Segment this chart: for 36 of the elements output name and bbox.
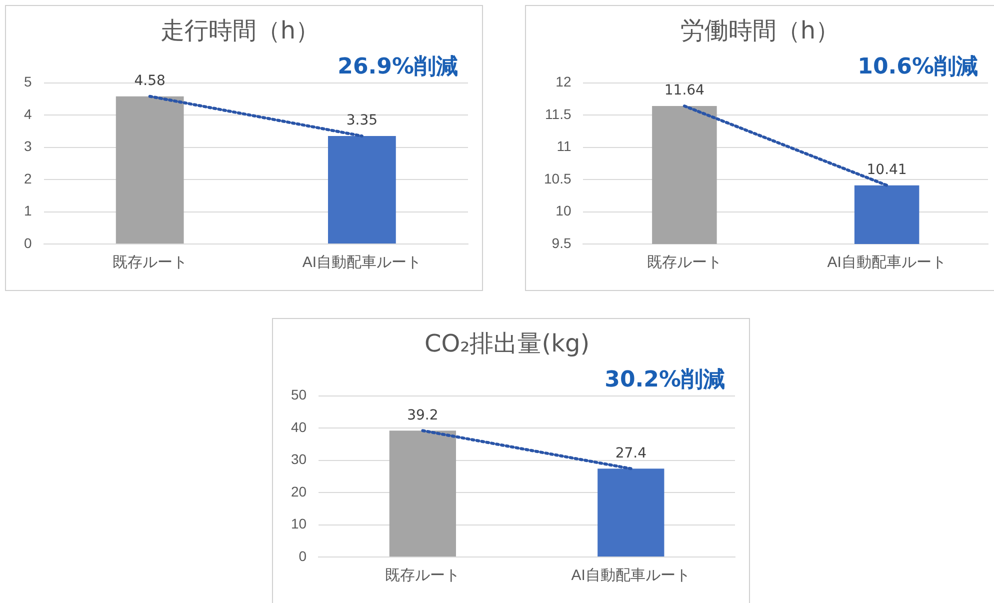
x-tick-label: 既存ルート <box>112 254 188 272</box>
y-tick-label: 50 <box>290 386 307 403</box>
text: 26.9%削減 <box>338 54 458 80</box>
y-tick-label: 11.5 <box>545 106 572 122</box>
x-tick-label: AI自動配車ルート <box>827 254 946 272</box>
x-tick-label: 既存ルート <box>385 567 460 584</box>
y-tick-label: 11 <box>556 138 572 154</box>
data-label: 27.4 <box>615 445 647 462</box>
y-tick-label: 10 <box>556 202 572 219</box>
data-label: 4.58 <box>134 72 166 89</box>
y-tick-label: 10.5 <box>544 170 572 186</box>
y-tick-label: 3 <box>24 138 32 154</box>
y-tick-label: 0 <box>24 234 32 251</box>
chart-title: 走行時間（h） <box>160 16 320 45</box>
text: 10.6%削減 <box>858 54 978 80</box>
chart-title: CO₂排出量(kg) <box>424 330 590 358</box>
x-tick-label: AI自動配車ルート <box>302 254 422 272</box>
y-tick-label: 12 <box>556 74 572 90</box>
data-label: 10.41 <box>866 162 907 178</box>
data-label: 39.2 <box>407 407 438 424</box>
y-tick-label: 1 <box>24 202 32 219</box>
y-tick-label: 9.5 <box>552 234 572 251</box>
y-tick-label: 0 <box>298 548 307 564</box>
y-tick-label: 2 <box>24 170 32 186</box>
y-tick-label: 10 <box>290 516 307 532</box>
y-tick-label: 30 <box>290 451 307 468</box>
chart-title: 労働時間（h） <box>680 16 840 45</box>
y-tick-label: 40 <box>290 418 307 435</box>
data-label: 11.64 <box>664 82 705 99</box>
x-tick-label: AI自動配車ルート <box>571 567 690 584</box>
y-tick-label: 5 <box>24 74 32 90</box>
y-tick-label: 20 <box>290 483 307 500</box>
data-label: 3.35 <box>346 112 378 129</box>
y-tick-label: 4 <box>24 106 32 122</box>
text: 30.2%削減 <box>604 368 725 393</box>
x-tick-label: 既存ルート <box>646 254 722 272</box>
